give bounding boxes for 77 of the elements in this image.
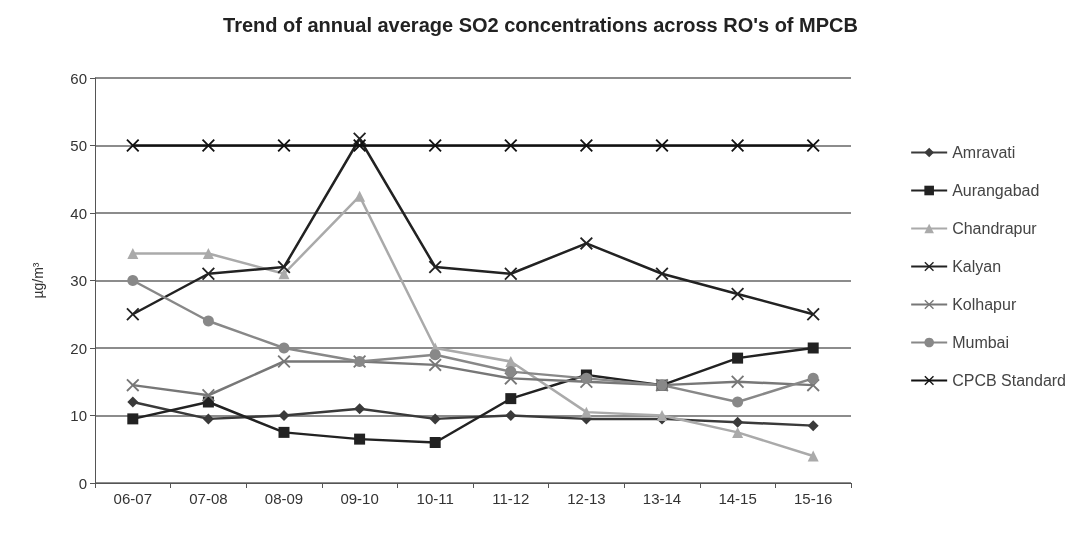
- point: [807, 372, 819, 384]
- legend-label: Mumbai: [952, 334, 1010, 351]
- point: [278, 426, 290, 438]
- point: [505, 393, 517, 405]
- point: [353, 139, 367, 152]
- x-tick-label: 12-13: [567, 490, 606, 507]
- point: [505, 366, 517, 378]
- point: [127, 396, 139, 408]
- y-axis-title: µg/m³: [30, 262, 46, 299]
- point: [732, 396, 744, 408]
- legend-label: CPCB Standard: [952, 372, 1067, 389]
- point: [505, 356, 517, 367]
- point: [731, 139, 745, 152]
- y-tick-label: 10: [70, 407, 87, 424]
- point: [127, 275, 139, 286]
- point: [278, 268, 290, 280]
- point: [126, 378, 140, 392]
- point: [505, 410, 517, 421]
- point: [202, 248, 214, 259]
- point: [428, 358, 442, 372]
- point: [428, 260, 442, 274]
- point: [429, 437, 441, 448]
- point: [126, 307, 140, 321]
- x-tick-label: 09-10: [340, 490, 379, 507]
- y-tick-label: 60: [70, 69, 87, 87]
- point: [428, 139, 442, 152]
- point: [202, 315, 214, 327]
- legend-label: Aurangabad: [952, 182, 1040, 199]
- legend-label: Kalyan: [952, 258, 1002, 275]
- point: [354, 190, 366, 202]
- legend-label: Amravati: [952, 144, 1016, 161]
- point: [807, 342, 819, 354]
- x-tick-label: 15-16: [794, 490, 833, 507]
- point: [806, 139, 820, 152]
- y-tick-label: 30: [70, 272, 87, 289]
- chart-title: Trend of annual average SO2 concentrations across RO's of MPCB: [223, 14, 858, 36]
- point: [429, 413, 441, 425]
- point: [127, 413, 139, 425]
- y-tick-label: 50: [70, 137, 87, 154]
- point: [201, 388, 215, 402]
- y-tick-label: 0: [78, 474, 87, 492]
- point: [732, 426, 744, 438]
- point: [807, 420, 819, 432]
- point: [580, 406, 592, 418]
- y-tick-label: 20: [70, 339, 87, 357]
- point: [806, 307, 820, 321]
- point: [504, 139, 518, 152]
- point: [504, 267, 518, 281]
- point: [656, 410, 668, 421]
- point: [278, 410, 290, 421]
- point: [201, 267, 215, 281]
- point: [732, 352, 744, 364]
- legend-label: Chandrapur: [952, 220, 1038, 237]
- y-tick-label: 40: [70, 204, 87, 222]
- point: [429, 349, 441, 361]
- point: [201, 139, 215, 152]
- point: [731, 375, 745, 389]
- point: [126, 139, 140, 152]
- x-tick-label: 14-15: [718, 490, 757, 507]
- legend-label: Kolhapur: [952, 296, 1017, 313]
- point: [579, 139, 593, 152]
- point: [655, 267, 669, 281]
- x-tick-label: 11-12: [492, 490, 530, 507]
- point: [354, 403, 366, 415]
- x-tick-label: 13-14: [642, 490, 682, 507]
- x-tick-label: 06-07: [113, 490, 152, 507]
- point: [579, 236, 593, 250]
- point: [278, 342, 290, 354]
- point: [127, 248, 139, 259]
- point: [354, 433, 366, 445]
- x-tick-label: 07-08: [189, 490, 228, 507]
- point: [202, 413, 214, 425]
- point: [732, 416, 744, 428]
- point: [807, 450, 819, 462]
- x-tick-label: 10-11: [416, 490, 454, 507]
- x-tick-label: 08-09: [264, 490, 304, 507]
- point: [277, 260, 291, 274]
